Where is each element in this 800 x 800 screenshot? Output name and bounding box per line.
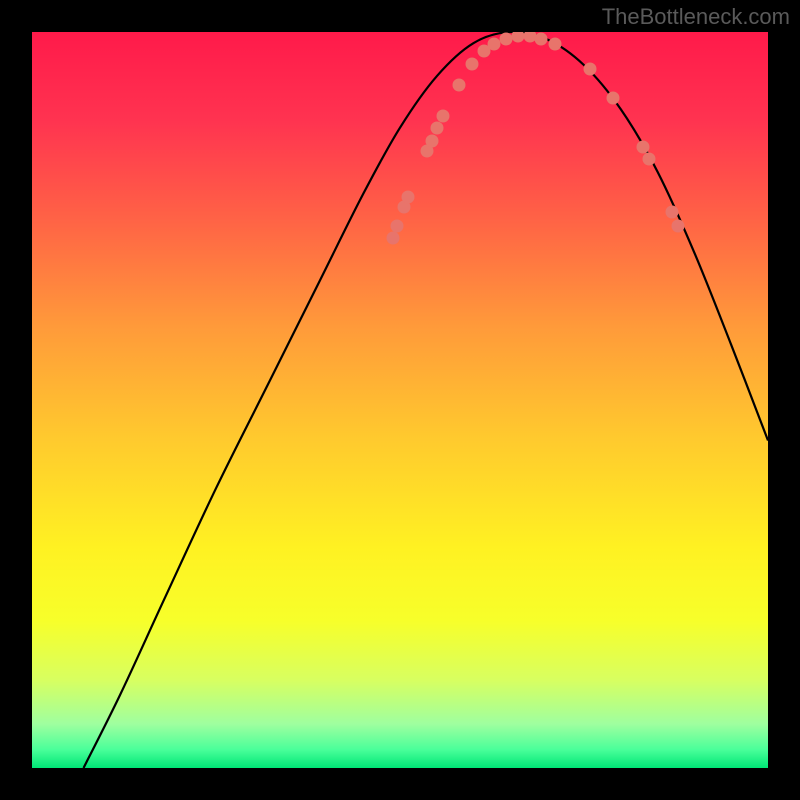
curve-line — [32, 32, 768, 768]
plot-area — [32, 32, 768, 768]
watermark-text: TheBottleneck.com — [602, 4, 790, 30]
data-marker — [430, 121, 443, 134]
data-marker — [452, 78, 465, 91]
data-marker — [642, 152, 655, 165]
data-marker — [607, 92, 620, 105]
data-marker — [436, 109, 449, 122]
data-marker — [548, 37, 561, 50]
data-marker — [466, 58, 479, 71]
data-marker — [583, 62, 596, 75]
data-marker — [402, 190, 415, 203]
data-marker — [535, 33, 548, 46]
data-marker — [672, 220, 685, 233]
data-marker — [386, 232, 399, 245]
data-marker — [666, 205, 679, 218]
data-marker — [425, 134, 438, 147]
data-marker — [391, 220, 404, 233]
